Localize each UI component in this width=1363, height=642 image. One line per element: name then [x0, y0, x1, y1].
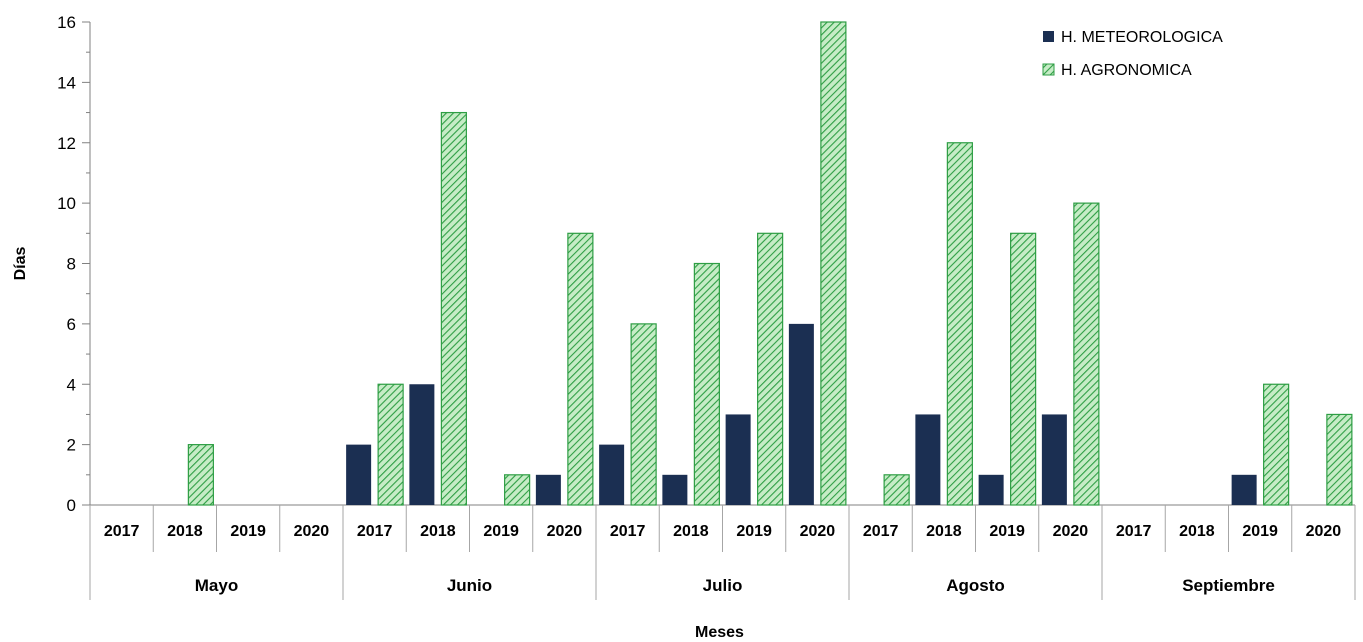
y-tick-label: 2	[67, 436, 76, 455]
year-tick-label: 2019	[230, 523, 266, 540]
bar-agronomica	[440, 111, 467, 506]
y-axis-title: Días	[12, 247, 29, 281]
year-tick-label: 2020	[294, 523, 330, 540]
month-label: Agosto	[946, 576, 1005, 595]
month-label: Julio	[703, 576, 743, 595]
bar-meteorologica	[346, 444, 372, 505]
bar-agronomica	[946, 142, 973, 506]
year-tick-label: 2019	[1242, 523, 1278, 540]
year-tick-label: 2020	[800, 523, 836, 540]
bar-agronomica	[1073, 202, 1100, 506]
bar-agronomica	[883, 474, 910, 506]
year-tick-label: 2017	[357, 523, 393, 540]
bar-meteorologica	[599, 444, 625, 505]
month-label: Septiembre	[1182, 576, 1275, 595]
bar-agronomica	[1326, 413, 1353, 506]
legend-swatch-agronomica	[1042, 63, 1055, 76]
legend-swatch-meteorologica	[1043, 31, 1054, 42]
bar-agronomica	[757, 232, 784, 506]
bar-agronomica	[187, 444, 214, 506]
year-tick-label: 2020	[1306, 523, 1342, 540]
y-tick-label: 0	[67, 496, 76, 515]
bar-agronomica	[504, 474, 531, 506]
y-tick-label: 10	[57, 194, 76, 213]
bar-agronomica	[567, 232, 594, 506]
year-tick-label: 2017	[104, 523, 140, 540]
x-axis-title: Meses	[695, 624, 744, 641]
bar-meteorologica	[409, 384, 435, 505]
year-tick-label: 2020	[547, 523, 583, 540]
year-tick-label: 2017	[1116, 523, 1152, 540]
y-tick-label: 12	[57, 134, 76, 153]
year-tick-label: 2018	[926, 523, 962, 540]
year-tick-label: 2020	[1053, 523, 1089, 540]
month-label: Junio	[447, 576, 492, 595]
year-tick-label: 2018	[167, 523, 203, 540]
bar-agronomica	[1263, 383, 1290, 506]
legend-label-meteorologica: H. METEOROLOGICA	[1061, 29, 1223, 46]
legend-label-agronomica: H. AGRONOMICA	[1061, 62, 1192, 79]
bar-meteorologica	[1041, 414, 1067, 505]
year-tick-label: 2019	[736, 523, 772, 540]
y-tick-label: 4	[67, 375, 76, 394]
bar-meteorologica	[788, 323, 814, 505]
bar-meteorologica	[915, 414, 941, 505]
y-tick-label: 8	[67, 255, 76, 274]
bar-meteorologica	[1231, 474, 1257, 505]
bar-agronomica	[820, 21, 847, 506]
year-tick-label: 2018	[673, 523, 709, 540]
bar-agronomica	[1010, 232, 1037, 506]
bar-agronomica	[630, 323, 657, 506]
year-tick-label: 2017	[863, 523, 899, 540]
year-tick-label: 2019	[483, 523, 519, 540]
y-tick-label: 16	[57, 13, 76, 32]
y-tick-label: 6	[67, 315, 76, 334]
plot-area: 0 2 4 6 8 10 12 14 16 2017 2018 2019 2020 2017 2018 201…	[57, 13, 1356, 600]
year-tick-label: 2018	[1179, 523, 1215, 540]
y-tick-label: 14	[57, 73, 76, 92]
bar-agronomica	[693, 262, 720, 506]
year-tick-label: 2019	[989, 523, 1025, 540]
month-label: Mayo	[195, 576, 238, 595]
bar-meteorologica	[662, 474, 688, 505]
bar-meteorologica	[535, 474, 561, 505]
legend: H. METEOROLOGICA H. AGRONOMICA	[1042, 29, 1223, 79]
bar-meteorologica	[725, 414, 751, 505]
bar-agronomica	[377, 383, 404, 506]
year-tick-label: 2017	[610, 523, 646, 540]
year-tick-label: 2018	[420, 523, 456, 540]
bar-meteorologica	[978, 474, 1004, 505]
